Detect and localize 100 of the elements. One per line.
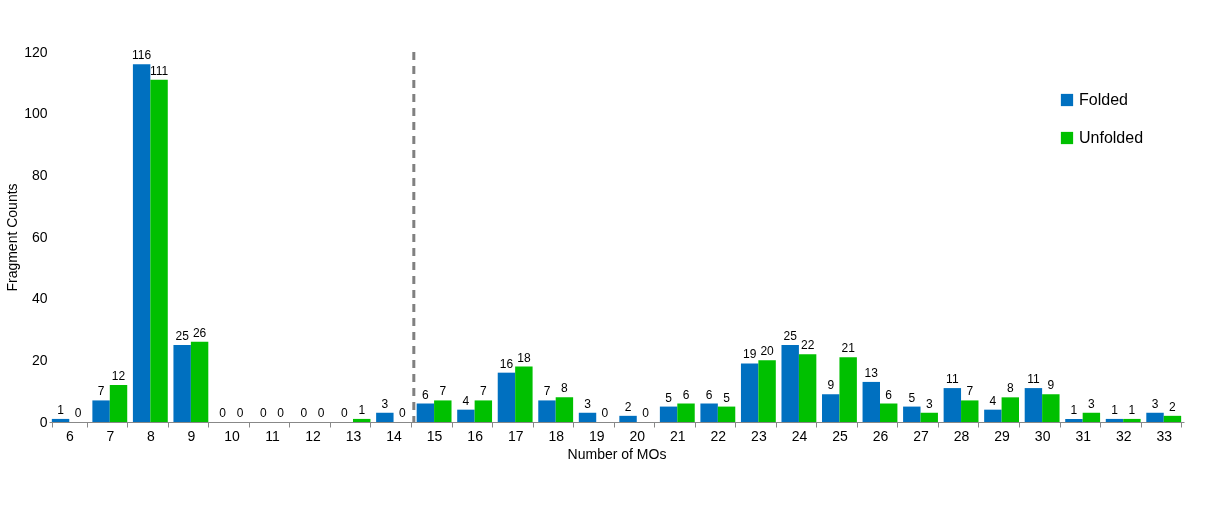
bar: [740, 363, 759, 422]
bar: [376, 412, 394, 422]
bar: [903, 406, 921, 422]
bar: [1163, 415, 1182, 422]
data-label: 3: [381, 396, 389, 411]
x-tick-label: 14: [386, 427, 403, 444]
data-label: 8: [1006, 381, 1014, 396]
data-label: 6: [705, 387, 713, 402]
bar: [416, 403, 435, 422]
data-label: 1: [1070, 402, 1078, 417]
data-label: 6: [422, 387, 430, 402]
x-tick-label: 18: [548, 427, 565, 444]
bar: [677, 403, 695, 422]
data-label: 0: [601, 406, 609, 420]
data-label: 20: [760, 344, 775, 359]
data-label: 4: [989, 393, 997, 408]
x-tick-label: 31: [1075, 427, 1092, 444]
data-label: 3: [584, 396, 592, 411]
data-label: 21: [841, 341, 856, 356]
data-label: 7: [480, 384, 487, 399]
data-label: 26: [192, 325, 207, 340]
bar: [1065, 418, 1083, 422]
x-tick-label: 24: [791, 427, 808, 444]
legend-label: Folded: [1079, 91, 1128, 108]
data-label: 3: [925, 396, 933, 411]
data-label: 0: [642, 406, 650, 420]
bar: [961, 400, 979, 422]
data-label: 25: [783, 328, 798, 343]
bar: [717, 406, 736, 422]
data-label: 19: [742, 347, 757, 362]
bar: [1082, 412, 1101, 422]
y-tick-label: 120: [24, 43, 48, 60]
data-label: 3: [1088, 396, 1096, 411]
x-tick-label: 9: [187, 427, 196, 444]
data-label: 0: [74, 406, 82, 420]
bar: [457, 409, 475, 422]
bar: [1042, 394, 1060, 422]
bar: [943, 388, 962, 422]
bar: [862, 381, 880, 422]
x-tick-label: 30: [1034, 427, 1051, 444]
x-tick-label: 27: [913, 427, 930, 444]
x-axis-title: Number of MOs: [567, 445, 667, 462]
data-label: 2: [1169, 399, 1177, 414]
bar: [1123, 418, 1141, 422]
y-axis-title: Fragment Counts: [4, 183, 21, 292]
x-tick-label: 13: [345, 427, 362, 444]
y-tick-label: 80: [31, 166, 48, 183]
data-label: 1: [1128, 402, 1136, 417]
data-label: 0: [277, 406, 285, 420]
legend-label: Unfolded: [1079, 129, 1144, 146]
bar: [758, 360, 776, 422]
x-tick-label: 25: [832, 427, 848, 444]
data-label: 5: [665, 390, 673, 405]
data-label: 6: [885, 387, 893, 402]
y-tick-label: 60: [31, 228, 48, 245]
data-label: 7: [543, 384, 551, 399]
bar: [822, 394, 840, 422]
bar: [150, 79, 168, 422]
bar: [879, 403, 898, 422]
x-tick-label: 20: [629, 427, 646, 444]
y-tick-label: 40: [31, 290, 48, 307]
x-tick-label: 6: [65, 427, 74, 444]
y-tick-label: 20: [31, 351, 48, 368]
data-label: 11: [946, 372, 959, 387]
data-label: 0: [259, 406, 267, 420]
data-label: 111: [149, 63, 169, 78]
x-tick-label: 26: [872, 427, 889, 444]
x-tick-label: 29: [994, 427, 1011, 444]
bar: [109, 385, 128, 422]
bar: [173, 344, 191, 422]
data-label: 13: [864, 365, 879, 380]
data-label: 11: [1027, 372, 1040, 387]
bar: [1146, 412, 1164, 422]
x-tick-label: 19: [588, 427, 605, 444]
x-tick-label: 33: [1156, 427, 1173, 444]
data-label: 0: [300, 406, 308, 420]
data-label: 5: [723, 390, 731, 405]
y-tick-label: 0: [39, 413, 48, 430]
x-tick-label: 32: [1115, 427, 1132, 444]
data-label: 7: [966, 384, 974, 399]
data-label: 1: [1111, 402, 1119, 417]
bar: [619, 415, 637, 422]
bar: [920, 412, 938, 422]
data-label: 12: [111, 369, 126, 383]
data-label: 16: [499, 356, 514, 371]
bar: [781, 344, 799, 422]
bar: [700, 403, 718, 422]
x-tick-label: 23: [751, 427, 767, 444]
bar: [1105, 418, 1124, 422]
data-label: 116: [132, 48, 152, 63]
x-tick-label: 16: [467, 427, 484, 444]
data-label: 1: [57, 402, 65, 417]
y-tick-label: 100: [24, 105, 48, 122]
bar: [434, 400, 452, 422]
data-label: 18: [517, 350, 531, 365]
x-tick-label: 21: [670, 427, 686, 444]
data-label: 2: [624, 399, 632, 414]
data-label: 0: [398, 406, 406, 420]
data-label: 5: [908, 390, 916, 405]
data-label: 0: [317, 406, 325, 420]
